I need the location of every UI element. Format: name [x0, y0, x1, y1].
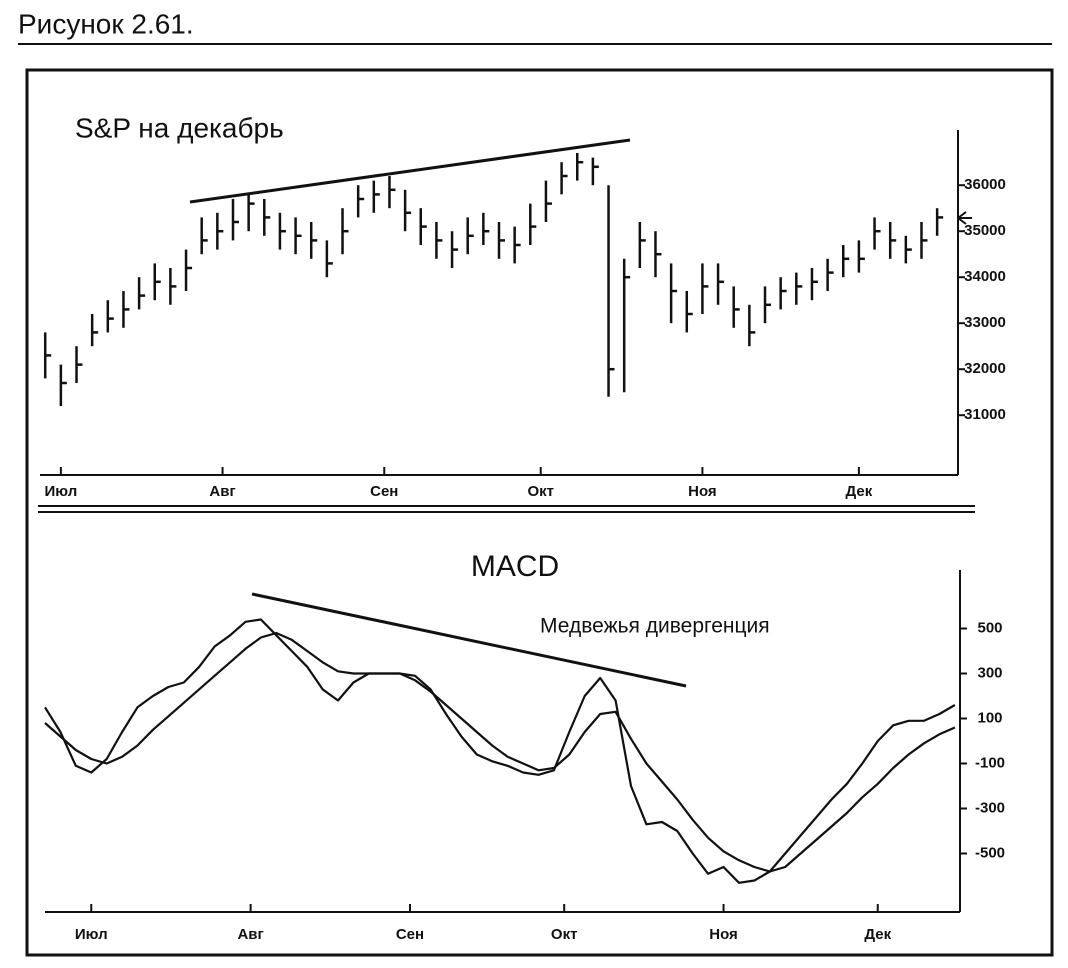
chart-title: MACD [471, 550, 559, 583]
y-tick-label: -100 [975, 754, 1005, 771]
x-tick-label: Окт [551, 926, 578, 943]
y-tick-label: 100 [977, 709, 1002, 726]
x-tick-label: Дек [846, 483, 873, 500]
x-tick-label: Сен [396, 926, 424, 943]
x-tick-label: Дек [864, 926, 891, 943]
divergence-line [251, 592, 687, 688]
x-tick-label: Июл [75, 926, 108, 943]
annotation: Медвежья дивергенция [540, 615, 770, 638]
y-tick-label: 31000 [964, 406, 1006, 423]
frame [25, 68, 1054, 957]
x-tick-label: Сен [370, 483, 398, 500]
macd-line [44, 618, 956, 884]
y-tick-label: 300 [977, 664, 1002, 681]
figure-caption: Рисунок 2.61. [18, 8, 194, 39]
x-tick-label: Авг [209, 483, 235, 500]
y-tick-label: 36000 [964, 176, 1006, 193]
y-tick-label: 500 [977, 619, 1002, 636]
x-tick-label: Ноя [709, 926, 738, 943]
y-tick-label: 32000 [964, 360, 1006, 377]
x-tick-label: Июл [44, 483, 77, 500]
y-tick-label: -300 [975, 799, 1005, 816]
macd-line [44, 631, 956, 873]
y-tick-label: 34000 [964, 268, 1006, 285]
x-tick-label: Авг [237, 926, 263, 943]
x-tick-label: Окт [527, 483, 554, 500]
y-tick-label: -500 [975, 844, 1005, 861]
trend-line [189, 138, 631, 204]
y-tick-label: 33000 [964, 314, 1006, 331]
y-tick-label: 35000 [964, 222, 1006, 239]
x-tick-label: Ноя [688, 483, 717, 500]
chart-title: S&P на декабрь [75, 112, 284, 143]
price-arrow [957, 211, 972, 225]
